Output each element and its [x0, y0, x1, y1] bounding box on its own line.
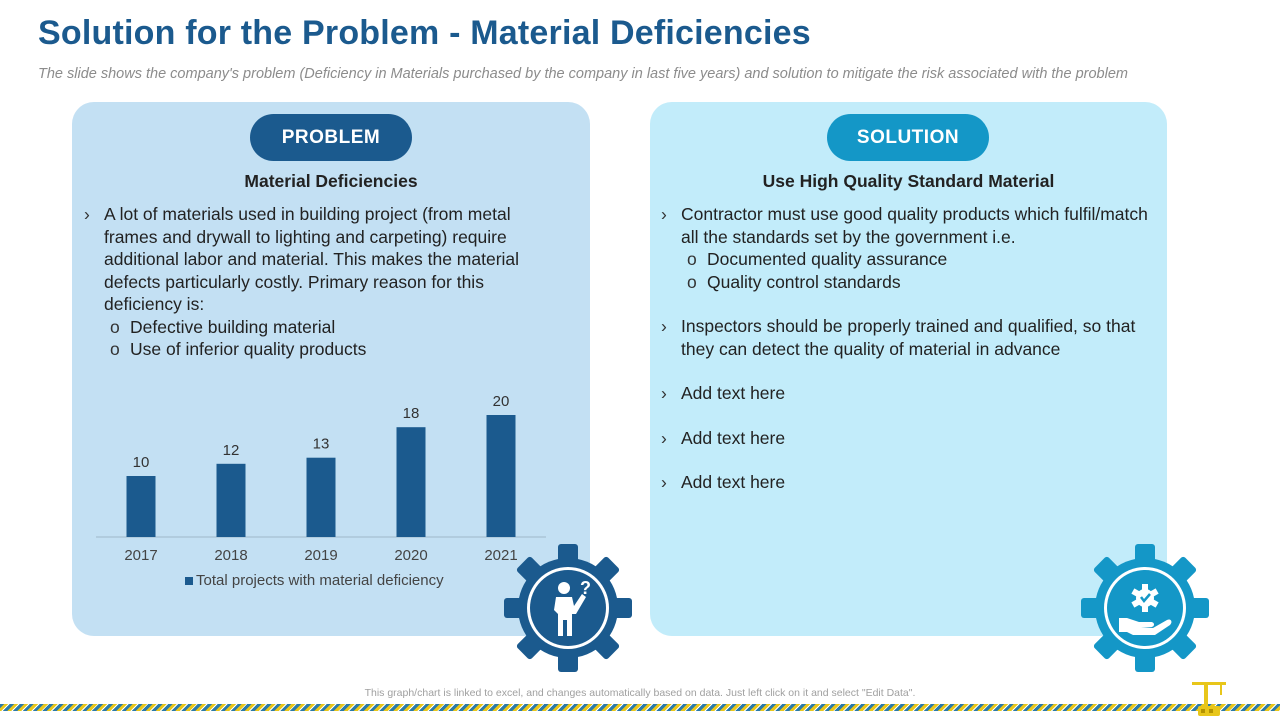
- problem-list: A lot of materials used in building proj…: [82, 203, 562, 361]
- solution-bullet: Contractor must use good quality product…: [659, 203, 1154, 248]
- bar-2020: [396, 427, 426, 537]
- problem-label: PROBLEM: [250, 114, 412, 161]
- problem-panel: [72, 102, 590, 636]
- crane-icon: [1192, 682, 1226, 716]
- solution-bullet: Add text here: [659, 471, 1154, 494]
- decorative-stripe: [0, 704, 1280, 711]
- slide-subtitle: The slide shows the company's problem (D…: [38, 66, 1128, 82]
- data-label-2019: 13: [313, 436, 330, 453]
- data-label-2021: 20: [493, 395, 510, 410]
- problem-sub-item: Use of inferior quality products: [82, 338, 562, 361]
- bar-2019: [306, 457, 336, 537]
- spacer: [659, 293, 1154, 315]
- solution-sub-item: Documented quality assurance: [659, 248, 1154, 271]
- tick-label-2020: 2020: [394, 547, 427, 564]
- footer-note: This graph/chart is linked to excel, and…: [364, 687, 916, 699]
- bar-2018: [216, 463, 246, 537]
- solution-bullet: Add text here: [659, 382, 1154, 405]
- solution-heading: Use High Quality Standard Material: [762, 171, 1055, 191]
- spacer: [659, 405, 1154, 427]
- tick-label-2021: 2021: [484, 547, 517, 564]
- slide-title: Solution for the Problem - Material Defi…: [38, 14, 811, 52]
- tick-label-2017: 2017: [124, 547, 157, 564]
- problem-heading: Material Deficiencies: [244, 171, 418, 191]
- svg-text:?: ?: [580, 578, 591, 598]
- spacer: [659, 449, 1154, 471]
- legend-swatch: [185, 577, 193, 585]
- data-label-2018: 12: [223, 442, 240, 459]
- solution-bullet: Inspectors should be properly trained an…: [659, 315, 1154, 360]
- solution-bullet: Add text here: [659, 427, 1154, 450]
- data-label-2020: 18: [403, 405, 420, 422]
- hand-gear-icon: [1081, 544, 1209, 672]
- legend-label: Total projects with material deficiency: [196, 572, 444, 589]
- problem-bullet: A lot of materials used in building proj…: [82, 203, 562, 316]
- bar-2017: [126, 476, 156, 537]
- person-question-gear-icon: ?: [504, 544, 632, 672]
- solution-list: Contractor must use good quality product…: [659, 203, 1154, 494]
- tick-label-2018: 2018: [214, 547, 247, 564]
- tick-label-2019: 2019: [304, 547, 337, 564]
- solution-panel: [650, 102, 1167, 636]
- problem-sub-item: Defective building material: [82, 316, 562, 339]
- data-label-2017: 10: [133, 454, 150, 471]
- bar-2021: [486, 415, 516, 537]
- spacer: [659, 360, 1154, 382]
- solution-label: SOLUTION: [827, 114, 989, 161]
- solution-sub-item: Quality control standards: [659, 271, 1154, 294]
